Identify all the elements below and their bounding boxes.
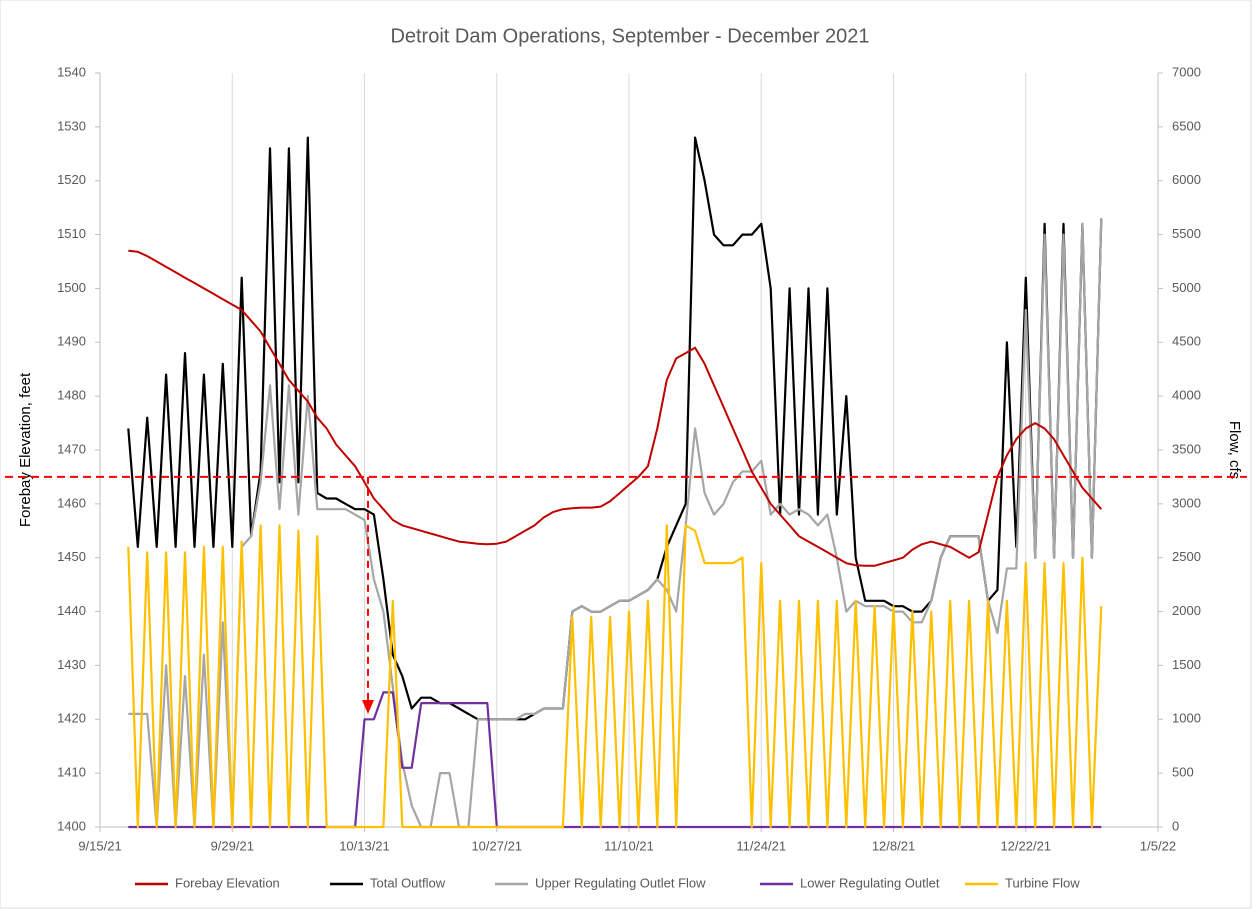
- y-tick-label: 1520: [57, 172, 86, 187]
- y-tick-label: 1410: [57, 765, 86, 780]
- annotation-arrowhead: [362, 700, 374, 714]
- y2-tick-label: 5500: [1172, 226, 1201, 241]
- legend-label: Lower Regulating Outlet: [800, 875, 940, 890]
- y-tick-label: 1510: [57, 226, 86, 241]
- y2-tick-label: 4500: [1172, 334, 1201, 349]
- y2-tick-label: 5000: [1172, 280, 1201, 295]
- x-tick-label: 1/5/22: [1140, 838, 1176, 853]
- y-tick-label: 1490: [57, 334, 86, 349]
- y-tick-label: 1540: [57, 64, 86, 79]
- series-line: [128, 218, 1103, 829]
- y2-axis-title: Flow, cfs: [1226, 421, 1243, 479]
- legend-label: Forebay Elevation: [175, 875, 280, 890]
- x-tick-label: 12/22/21: [1000, 838, 1051, 853]
- legend-label: Turbine Flow: [1005, 875, 1080, 890]
- y2-tick-label: 6500: [1172, 118, 1201, 133]
- y2-tick-label: 2000: [1172, 603, 1201, 618]
- y-tick-label: 1450: [57, 549, 86, 564]
- x-tick-label: 9/29/21: [211, 838, 254, 853]
- y2-tick-label: 4000: [1172, 388, 1201, 403]
- y2-tick-label: 1500: [1172, 657, 1201, 672]
- y-tick-label: 1480: [57, 388, 86, 403]
- y2-tick-label: 1000: [1172, 711, 1201, 726]
- y-tick-label: 1400: [57, 818, 86, 833]
- y-tick-label: 1460: [57, 495, 86, 510]
- y-tick-label: 1470: [57, 441, 86, 456]
- y-axis-title: Forebay Elevation, feet: [17, 372, 34, 527]
- y-tick-label: 1420: [57, 711, 86, 726]
- chart-title: Detroit Dam Operations, September - Dece…: [390, 25, 869, 47]
- y2-tick-label: 2500: [1172, 549, 1201, 564]
- x-tick-label: 11/24/21: [736, 838, 786, 853]
- x-tick-label: 11/10/21: [604, 838, 654, 853]
- y-tick-label: 1500: [57, 280, 86, 295]
- legend-label: Upper Regulating Outlet Flow: [535, 875, 706, 890]
- x-tick-label: 10/27/21: [471, 838, 522, 853]
- series-line: [128, 249, 1103, 567]
- y-tick-label: 1430: [57, 657, 86, 672]
- y2-tick-label: 7000: [1172, 64, 1201, 79]
- y2-tick-label: 3500: [1172, 441, 1201, 456]
- y2-tick-label: 500: [1172, 765, 1194, 780]
- legend-label: Total Outflow: [370, 875, 446, 890]
- y2-tick-label: 6000: [1172, 172, 1201, 187]
- y-tick-label: 1530: [57, 118, 86, 133]
- x-tick-label: 9/15/21: [78, 838, 121, 853]
- x-tick-label: 12/8/21: [872, 838, 915, 853]
- series-line: [128, 691, 1102, 829]
- y2-tick-label: 0: [1172, 818, 1179, 833]
- y2-tick-label: 3000: [1172, 495, 1201, 510]
- x-tick-label: 10/13/21: [339, 838, 390, 853]
- y-tick-label: 1440: [57, 603, 86, 618]
- series-line: [127, 524, 1103, 829]
